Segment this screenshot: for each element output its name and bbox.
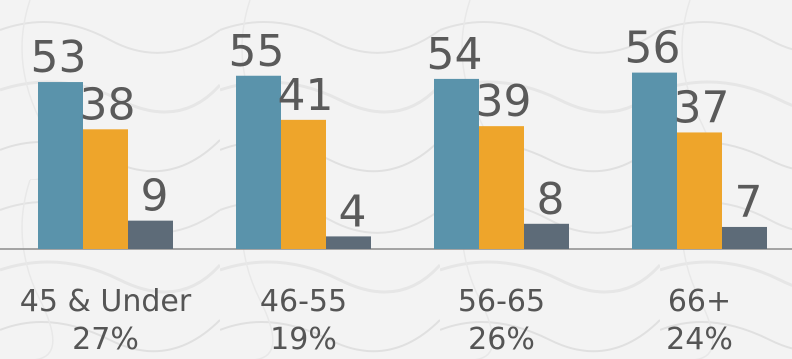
bar-2-series-1: [236, 75, 281, 249]
bar-2-series-2: [281, 119, 326, 249]
bar-1-series-1: [38, 82, 83, 249]
bar-4-series-3: [722, 226, 767, 249]
bar-3-series-3: [524, 223, 569, 249]
data-label-2-series-3: 4: [339, 186, 367, 237]
bar-4-series-2: [677, 132, 722, 249]
category-label-3: 56-65: [458, 284, 545, 319]
category-label-1: 45 & Under: [20, 284, 192, 319]
data-label-3-series-3: 8: [537, 174, 565, 225]
category-label-2: 46-55: [260, 284, 347, 319]
data-label-3-series-1: 54: [427, 29, 483, 80]
data-label-1-series-1: 53: [31, 32, 87, 83]
category-share-2: 19%: [270, 322, 337, 357]
data-label-2-series-1: 55: [229, 26, 285, 77]
category-share-3: 26%: [468, 322, 535, 357]
data-label-4-series-3: 7: [735, 177, 763, 228]
data-label-2-series-2: 41: [278, 70, 334, 121]
bar-1-series-3: [128, 220, 173, 249]
bar-4-series-1: [632, 72, 677, 249]
bar-3-series-1: [434, 78, 479, 250]
data-label-1-series-3: 9: [141, 171, 169, 222]
bar-2-series-3: [326, 236, 371, 249]
data-label-1-series-2: 38: [80, 79, 136, 130]
data-label-4-series-1: 56: [625, 23, 681, 74]
category-share-1: 27%: [72, 322, 139, 357]
data-label-3-series-2: 39: [476, 76, 532, 127]
data-label-4-series-2: 37: [674, 82, 730, 133]
category-share-4: 24%: [666, 322, 733, 357]
bars-group: [38, 72, 767, 250]
category-label-4: 66+: [668, 284, 731, 319]
bar-1-series-2: [83, 129, 128, 249]
bar-3-series-2: [479, 126, 524, 249]
